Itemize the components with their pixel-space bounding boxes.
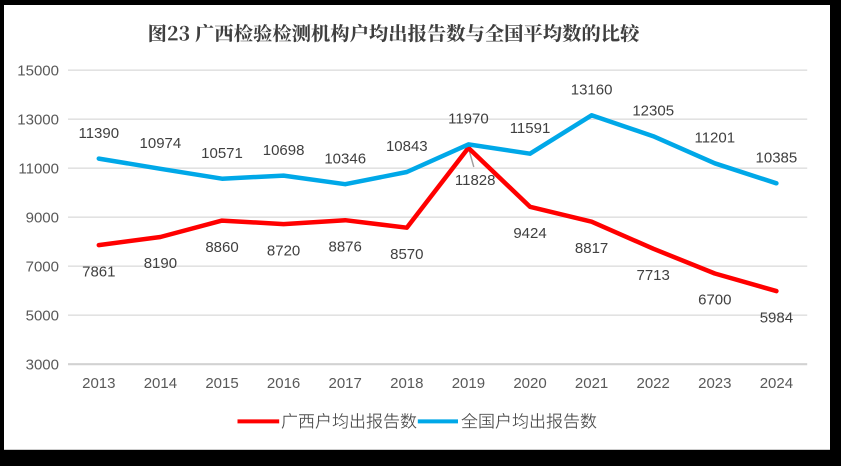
svg-text:11970: 11970 (448, 111, 489, 128)
svg-text:12305: 12305 (632, 102, 674, 119)
svg-text:13160: 13160 (571, 82, 613, 99)
svg-text:2020: 2020 (513, 375, 546, 392)
svg-text:2014: 2014 (144, 375, 177, 392)
svg-text:10974: 10974 (140, 135, 182, 152)
svg-text:2024: 2024 (760, 375, 793, 392)
svg-text:11591: 11591 (510, 120, 551, 137)
svg-text:10698: 10698 (263, 142, 305, 159)
svg-text:8570: 8570 (390, 246, 423, 263)
svg-text:3000: 3000 (26, 356, 59, 373)
svg-text:15000: 15000 (17, 62, 59, 79)
svg-text:2019: 2019 (452, 375, 485, 392)
svg-text:8860: 8860 (205, 239, 238, 256)
svg-text:11390: 11390 (78, 125, 119, 142)
svg-text:10385: 10385 (756, 150, 798, 167)
svg-text:7000: 7000 (26, 258, 59, 275)
svg-text:8817: 8817 (575, 240, 608, 257)
svg-text:8876: 8876 (329, 238, 362, 255)
svg-text:11000: 11000 (18, 160, 59, 177)
svg-text:2023: 2023 (698, 375, 731, 392)
svg-text:9424: 9424 (513, 225, 546, 242)
svg-text:7713: 7713 (637, 267, 670, 284)
svg-text:11828: 11828 (455, 172, 496, 189)
svg-text:10843: 10843 (386, 138, 428, 155)
svg-text:5000: 5000 (26, 307, 59, 324)
svg-text:2022: 2022 (637, 375, 670, 392)
svg-text:2016: 2016 (267, 375, 300, 392)
svg-text:10346: 10346 (324, 150, 366, 167)
svg-text:2013: 2013 (82, 375, 115, 392)
svg-text:8720: 8720 (267, 242, 300, 259)
svg-text:6700: 6700 (698, 292, 731, 309)
svg-text:2015: 2015 (205, 375, 238, 392)
svg-text:2018: 2018 (390, 375, 423, 392)
svg-text:9000: 9000 (26, 209, 59, 226)
svg-text:7861: 7861 (82, 263, 115, 280)
svg-text:11201: 11201 (694, 130, 735, 147)
svg-text:10571: 10571 (201, 145, 243, 162)
svg-text:13000: 13000 (17, 111, 59, 128)
svg-text:5984: 5984 (760, 309, 793, 326)
svg-text:8190: 8190 (144, 255, 177, 272)
svg-text:2017: 2017 (329, 375, 362, 392)
svg-text:2021: 2021 (575, 375, 608, 392)
